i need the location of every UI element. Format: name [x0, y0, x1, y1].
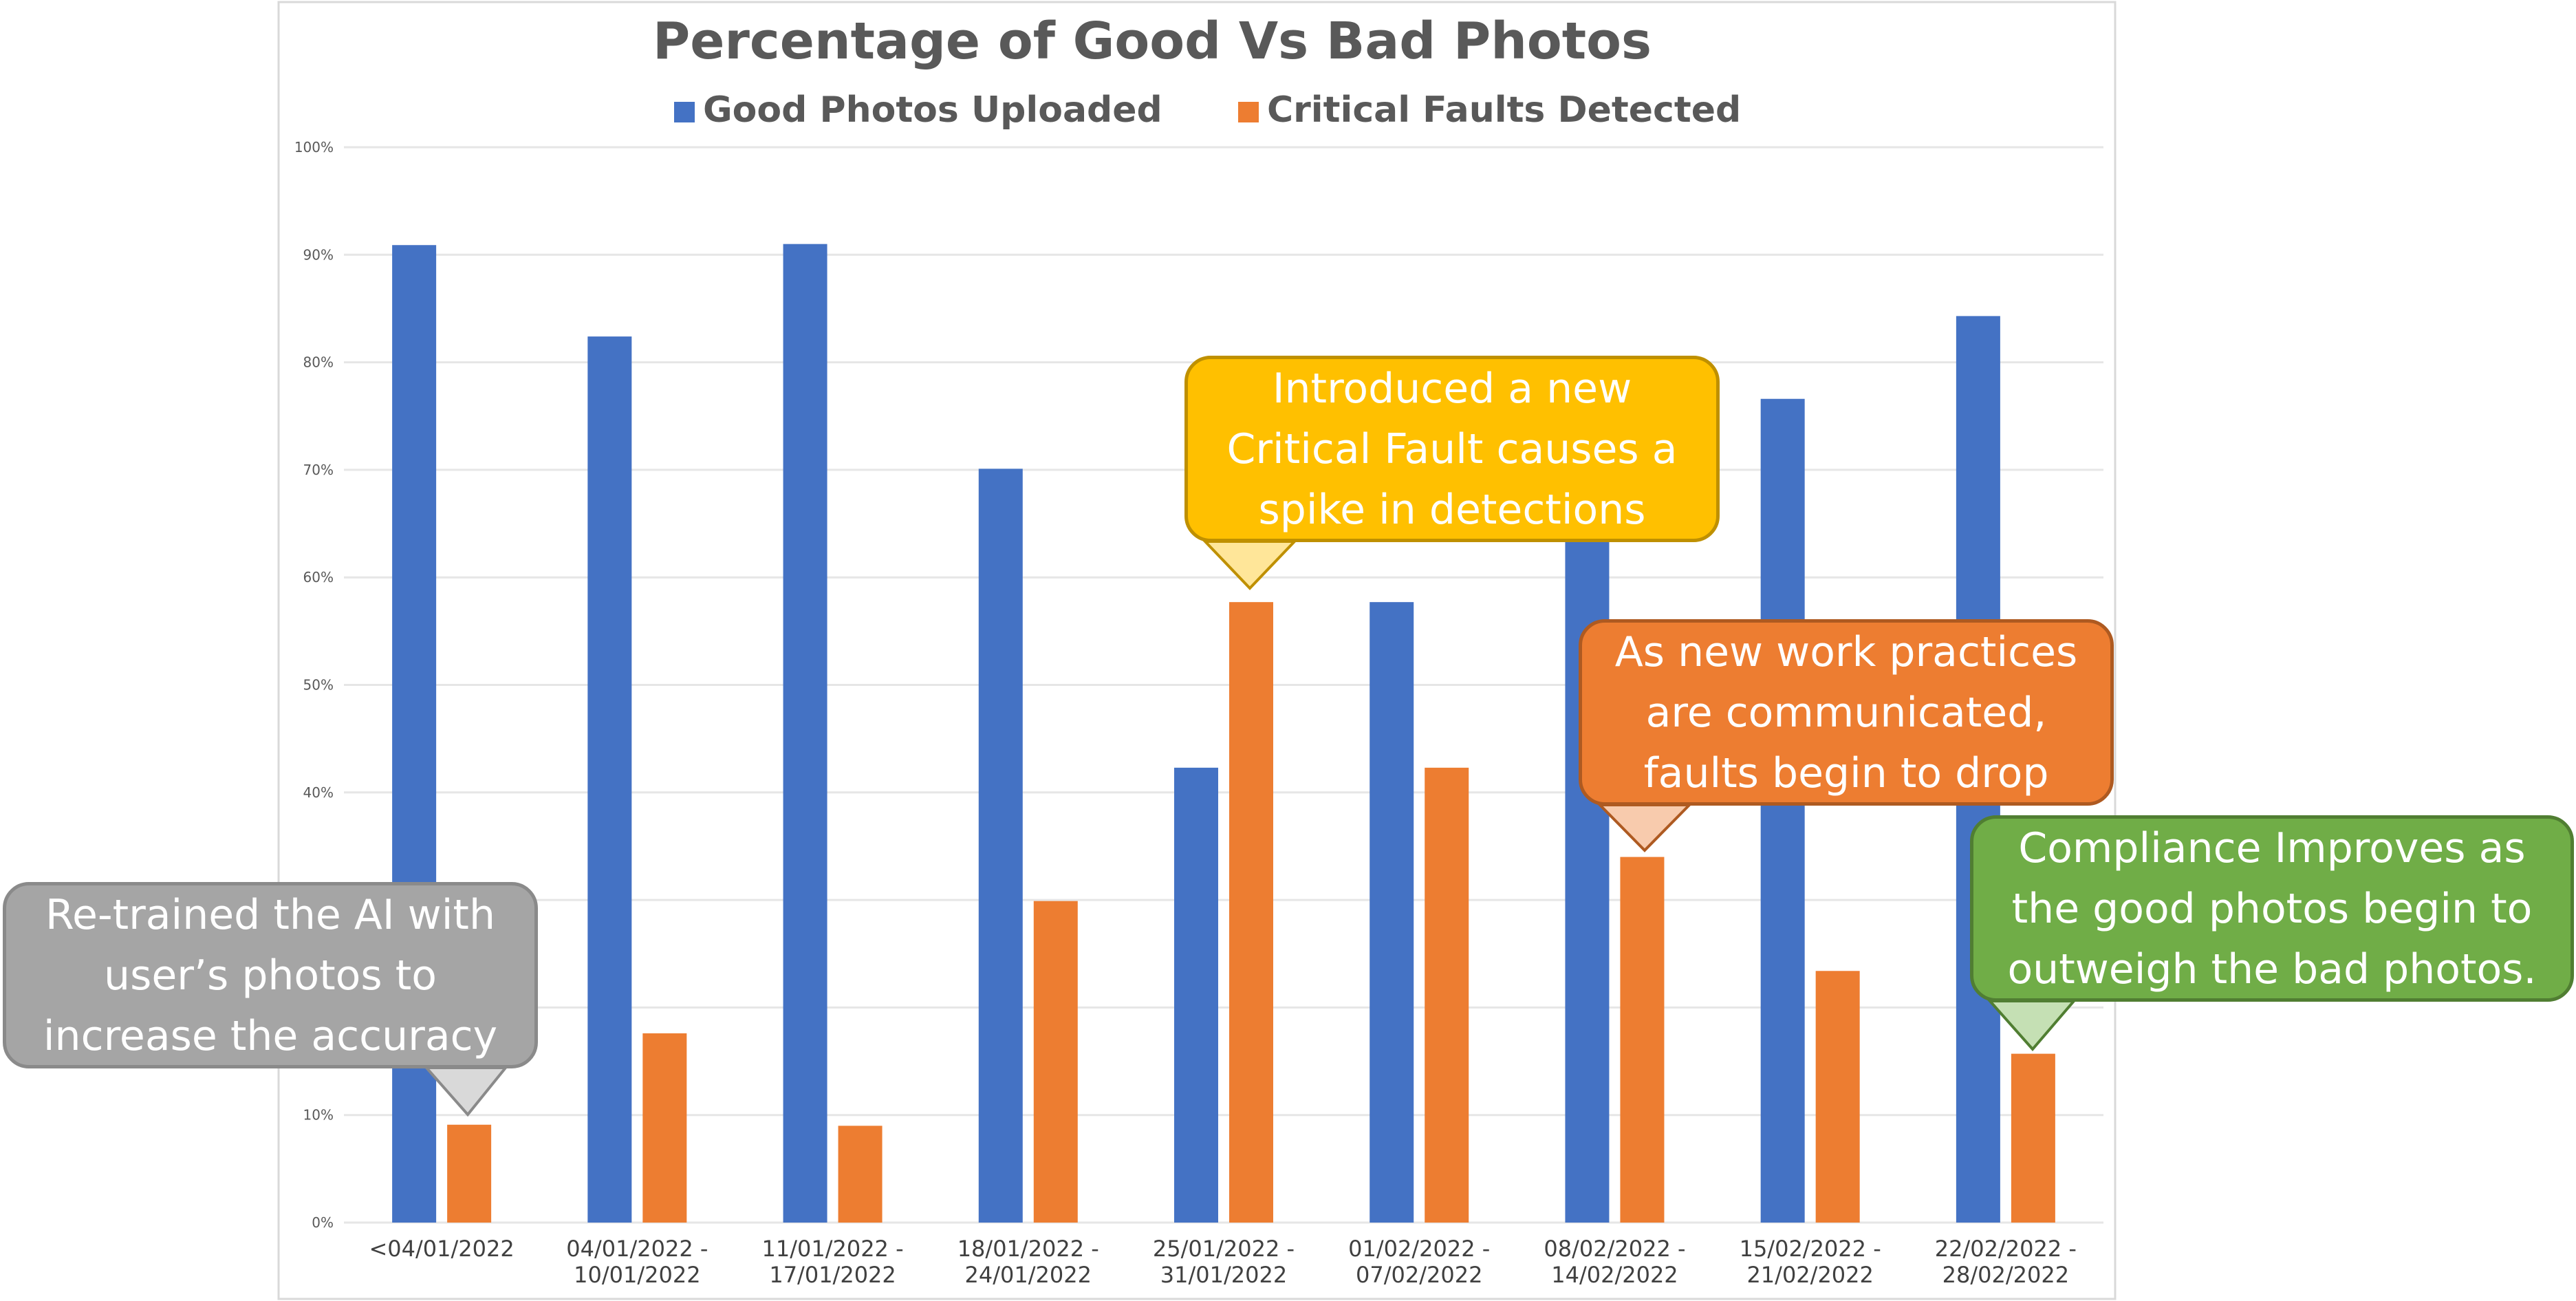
legend: Good Photos Uploaded Critical Faults Dete…	[674, 89, 1741, 131]
callout-new-fault: Introduced a new Critical Fault causes a…	[1184, 356, 1720, 542]
bar-critical-faults	[838, 1126, 883, 1223]
chart-title: Percentage of Good Vs Bad Photos	[653, 12, 1652, 71]
bar-critical-faults	[642, 1033, 687, 1223]
y-tick-label: 60%	[303, 569, 334, 585]
bar-critical-faults	[1033, 901, 1078, 1223]
x-tick-label: 22/02/2022 -28/02/2022	[1935, 1236, 2077, 1288]
x-tick-label: <04/01/2022	[369, 1236, 514, 1262]
bar-critical-faults	[1815, 971, 1860, 1223]
bar-critical-faults	[1425, 767, 1469, 1223]
x-tick-label: 11/01/2022 -17/01/2022	[761, 1236, 903, 1288]
y-tick-label: 100%	[294, 139, 334, 155]
y-tick-label: 10%	[303, 1107, 334, 1123]
y-tick-label: 90%	[303, 246, 334, 263]
callout-retrained: Re-trained the AI with user’s photos to …	[3, 882, 538, 1068]
callout-text: Compliance Improves as the good photos b…	[2007, 824, 2537, 993]
bar-good-photos	[392, 245, 437, 1223]
y-tick-label: 70%	[303, 462, 334, 478]
x-tick-label: 08/02/2022 -14/02/2022	[1544, 1236, 1685, 1288]
x-tick-label: 01/02/2022 -07/02/2022	[1348, 1236, 1490, 1288]
bar-critical-faults	[447, 1124, 492, 1223]
legend-swatch	[674, 102, 695, 122]
bar-critical-faults	[1620, 857, 1665, 1223]
x-tick-label: 18/01/2022 -24/01/2022	[957, 1236, 1099, 1288]
x-tick-label: 15/02/2022 -21/02/2022	[1740, 1236, 1881, 1288]
bar-good-photos	[783, 244, 827, 1223]
bar-good-photos	[978, 469, 1023, 1223]
y-tick-label: 0%	[312, 1214, 334, 1231]
x-tick-label: 04/01/2022 -10/01/2022	[566, 1236, 708, 1288]
callout-text: As new work practices are communicated, …	[1614, 627, 2078, 797]
bar-critical-faults	[1229, 602, 1273, 1223]
legend-swatch	[1238, 102, 1259, 122]
y-tick-label: 40%	[303, 784, 334, 801]
x-tick-label: 25/01/2022 -31/01/2022	[1153, 1236, 1295, 1288]
y-tick-label: 80%	[303, 354, 334, 371]
bar-good-photos	[1370, 602, 1414, 1223]
legend-label: Critical Faults Detected	[1267, 89, 1741, 131]
callout-text: Re-trained the AI with user’s photos to …	[43, 890, 498, 1060]
x-axis-tick-labels: <04/01/2022 04/01/2022 -10/01/2022 11/01/2…	[369, 1236, 2076, 1288]
bar-good-photos	[587, 336, 632, 1223]
y-tick-label: 50%	[303, 677, 334, 693]
callout-text: Introduced a new Critical Fault causes a…	[1226, 364, 1678, 534]
bar-good-photos	[1174, 767, 1218, 1223]
bar-good-photos	[1760, 398, 1805, 1223]
callout-practices: As new work practices are communicated, …	[1579, 619, 2114, 806]
callout-compliance: Compliance Improves as the good photos b…	[1970, 815, 2574, 1002]
bar-critical-faults	[2011, 1053, 2055, 1223]
legend-label: Good Photos Uploaded	[703, 89, 1162, 131]
bars	[392, 244, 2055, 1223]
